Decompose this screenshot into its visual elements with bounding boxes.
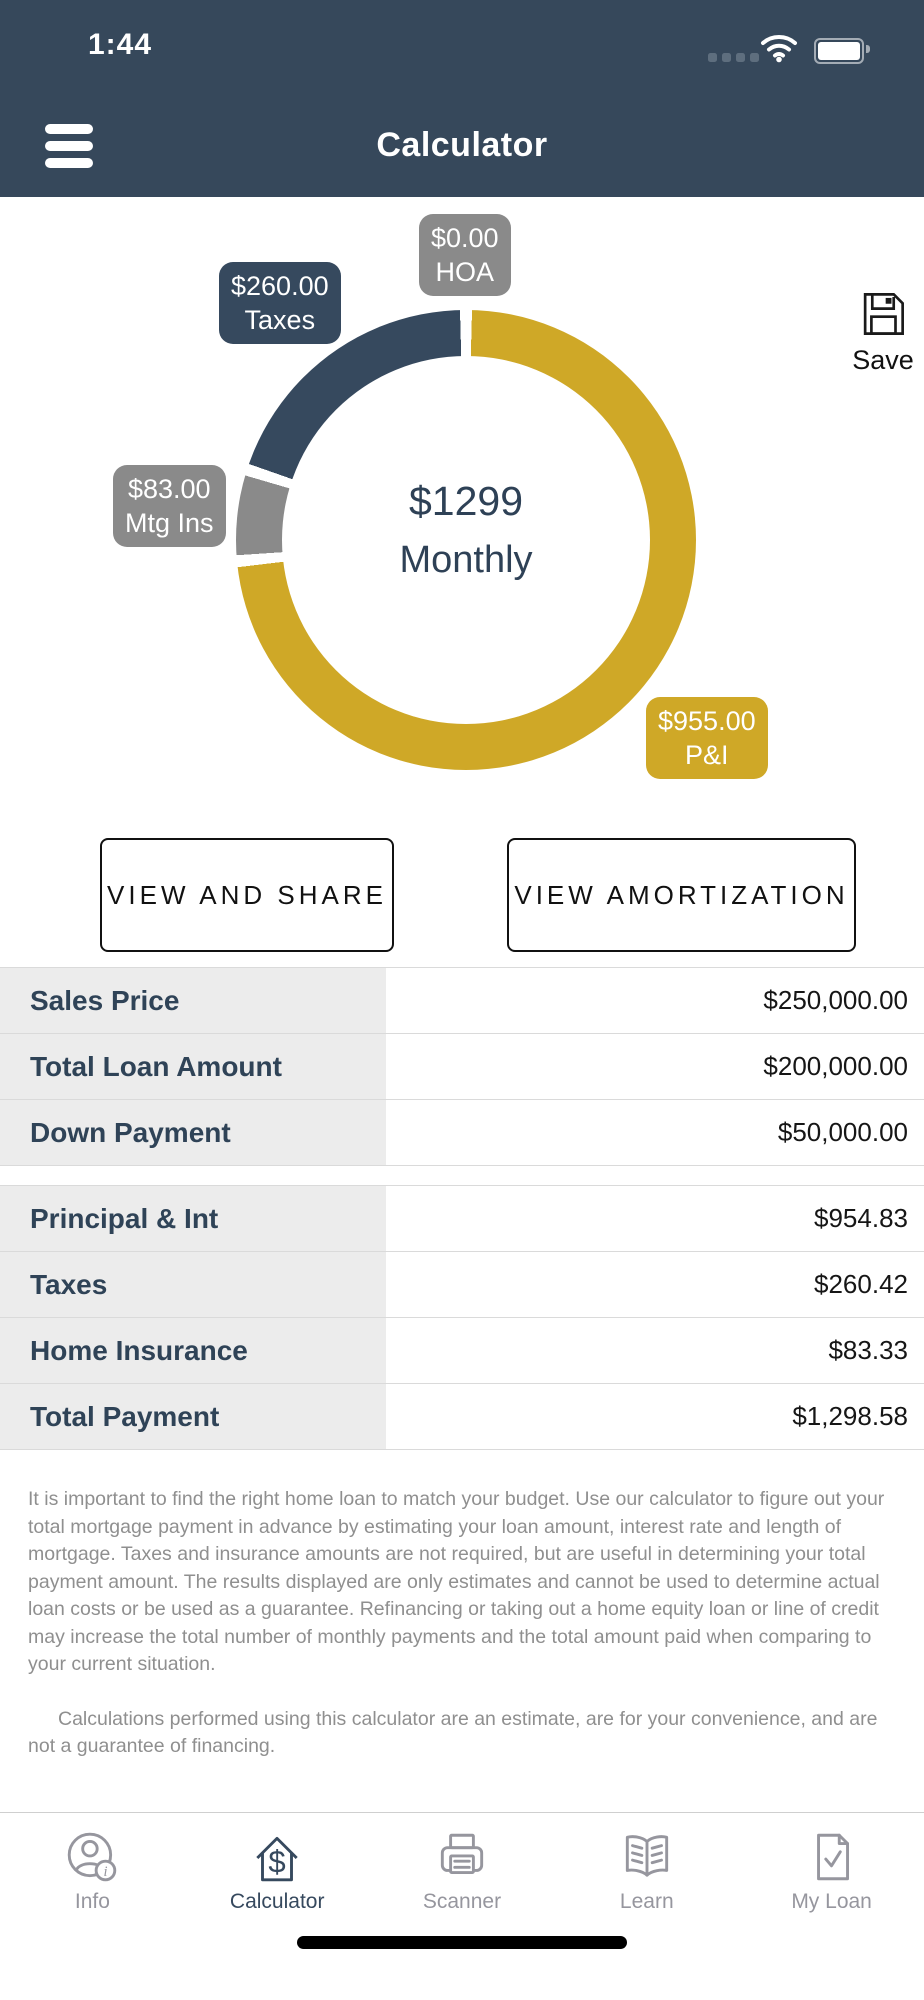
row-label: Home Insurance — [0, 1318, 386, 1383]
taxes-badge: $260.00 Taxes — [219, 262, 341, 344]
document-check-icon — [803, 1828, 861, 1886]
home-indicator[interactable] — [297, 1936, 627, 1949]
row-label: Total Payment — [0, 1384, 386, 1449]
house-dollar-calculator-icon: $ — [248, 1828, 306, 1886]
svg-text:i: i — [104, 1864, 108, 1880]
table-row: Total Payment $1,298.58 — [0, 1384, 924, 1450]
cellular-signal-icon — [708, 53, 759, 62]
mortgage-insurance-badge: $83.00 Mtg Ins — [113, 465, 226, 547]
principal-int-value: $954.83 — [814, 1203, 908, 1233]
tab-label: Scanner — [422, 1890, 502, 1913]
battery-icon — [814, 38, 870, 64]
pi-amount: $955.00 — [658, 706, 756, 736]
down-payment-value[interactable]: $50,000.00 — [777, 1117, 908, 1147]
donut-hole — [282, 356, 650, 724]
tab-bar: i Info $ Calculator — [0, 1812, 924, 2000]
table-row: Down Payment $50,000.00 — [0, 1100, 924, 1166]
tab-info[interactable]: i Info — [0, 1813, 185, 2000]
donut-chart: $1299 Monthly — [236, 310, 696, 770]
printer-scanner-icon — [433, 1828, 491, 1886]
taxes-amount: $260.00 — [231, 271, 329, 301]
tab-learn[interactable]: Learn — [554, 1813, 739, 2000]
page-title: Calculator — [376, 126, 548, 164]
tab-label: Learn — [619, 1890, 674, 1913]
table-row: Principal & Int $954.83 — [0, 1186, 924, 1252]
save-label: Save — [852, 345, 914, 375]
taxes-label: Taxes — [244, 305, 316, 335]
tab-my-loan[interactable]: My Loan — [739, 1813, 924, 2000]
total-loan-amount-value[interactable]: $200,000.00 — [763, 1051, 908, 1081]
home-insurance-value: $83.33 — [828, 1335, 908, 1365]
hoa-amount: $0.00 — [431, 223, 499, 253]
row-label: Sales Price — [0, 968, 386, 1033]
donut-center-text: $1299 Monthly — [236, 300, 696, 760]
table-row: Sales Price $250,000.00 — [0, 968, 924, 1034]
svg-text:$: $ — [269, 1845, 286, 1880]
monthly-total-value: $1299 — [408, 478, 523, 524]
row-label: Down Payment — [0, 1100, 386, 1165]
mtg-ins-amount: $83.00 — [127, 474, 211, 504]
tab-scanner[interactable]: Scanner — [370, 1813, 555, 2000]
row-label: Taxes — [0, 1252, 386, 1317]
mtg-ins-label: Mtg Ins — [125, 508, 214, 538]
pi-label: P&I — [685, 740, 729, 770]
header: 1:44 Calculator — [0, 0, 924, 197]
loan-input-table: Sales Price $250,000.00 Total Loan Amoun… — [0, 967, 924, 1166]
save-button[interactable]: Save — [845, 289, 921, 376]
taxes-value: $260.42 — [814, 1269, 908, 1299]
table-row: Home Insurance $83.33 — [0, 1318, 924, 1384]
open-book-icon — [618, 1828, 676, 1886]
wifi-icon — [760, 33, 798, 63]
sales-price-value[interactable]: $250,000.00 — [763, 985, 908, 1015]
view-amortization-button[interactable]: VIEW AMORTIZATION — [507, 838, 856, 952]
disclaimer-paragraph-1: It is important to find the right home l… — [28, 1488, 885, 1675]
row-label: Total Loan Amount — [0, 1034, 386, 1099]
tab-label: Calculator — [229, 1890, 325, 1913]
total-payment-value: $1,298.58 — [792, 1401, 908, 1431]
tab-calculator[interactable]: $ Calculator — [185, 1813, 370, 2000]
view-and-share-button[interactable]: VIEW AND SHARE — [100, 838, 394, 952]
monthly-total-label: Monthly — [399, 539, 533, 581]
payment-result-table: Principal & Int $954.83 Taxes $260.42 Ho… — [0, 1185, 924, 1450]
tab-label: My Loan — [791, 1890, 872, 1913]
info-person-icon: i — [63, 1828, 121, 1886]
principal-interest-badge: $955.00 P&I — [646, 697, 768, 779]
hoa-badge: $0.00 HOA — [419, 214, 511, 296]
table-row: Total Loan Amount $200,000.00 — [0, 1034, 924, 1100]
status-time: 1:44 — [88, 28, 153, 61]
table-row: Taxes $260.42 — [0, 1252, 924, 1318]
tab-label: Info — [74, 1890, 110, 1913]
save-floppy-icon — [845, 289, 921, 339]
disclaimer-paragraph-2: Calculations performed using this calcul… — [28, 1707, 878, 1758]
disclaimer-text: It is important to find the right home l… — [28, 1486, 896, 1761]
menu-button[interactable] — [45, 124, 93, 175]
hoa-label: HOA — [435, 257, 495, 287]
row-label: Principal & Int — [0, 1186, 386, 1251]
